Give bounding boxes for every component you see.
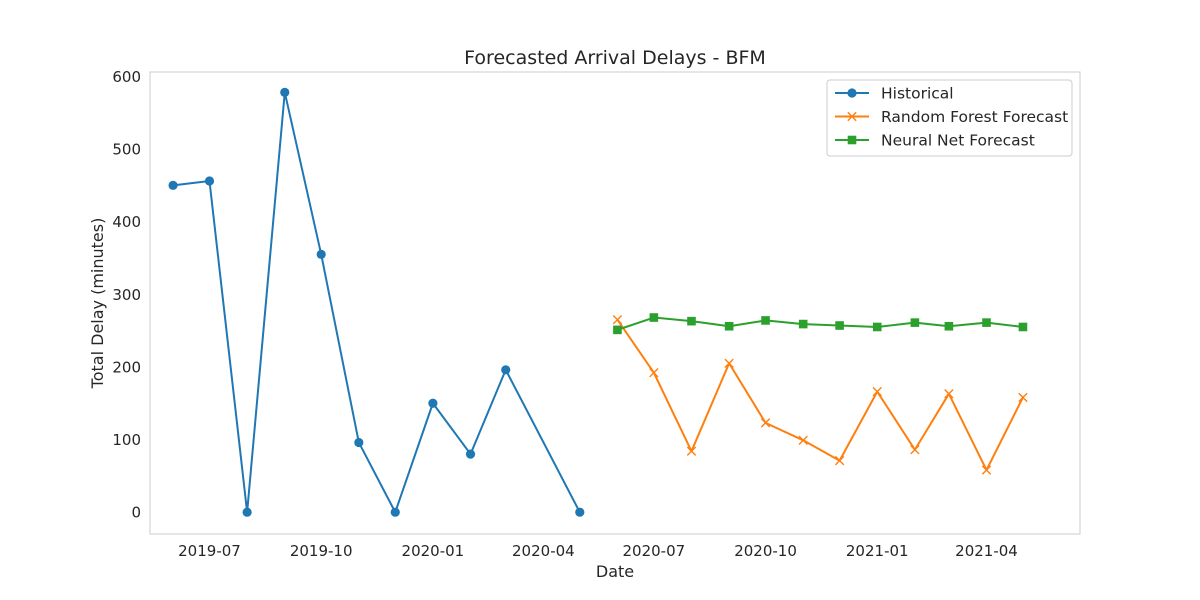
data-point-random-forest-forecast-stroke-b <box>910 445 920 455</box>
x-tick-label: 2021-04 <box>955 542 1018 560</box>
data-point-historical <box>168 180 178 190</box>
x-tick-label: 2019-10 <box>290 542 353 560</box>
y-axis: 0 100 200 300 400 500 600 <box>112 68 141 522</box>
data-point-random-forest-forecast-stroke-b <box>686 446 697 456</box>
y-tick-label: 100 <box>112 431 141 449</box>
data-point-random-forest-forecast <box>1018 392 1028 403</box>
series-random-forest-forecast <box>612 315 1028 475</box>
series-line-neural-net-forecast <box>617 316 1024 331</box>
x-tick-label: 2020-04 <box>512 542 575 560</box>
legend-label: Random Forest Forecast <box>881 108 1068 126</box>
data-point-neural-net-forecast <box>761 316 770 325</box>
series-line-random-forest-forecast <box>616 319 1024 472</box>
data-point-neural-net-forecast <box>835 321 844 330</box>
x-tick-label: 2020-10 <box>734 542 797 560</box>
data-point-historical <box>354 437 364 448</box>
data-point-random-forest-forecast <box>760 418 771 428</box>
data-point-historical <box>242 507 252 517</box>
data-point-historical <box>575 507 585 517</box>
data-point-random-forest-forecast-stroke-b <box>1018 392 1028 403</box>
data-point-random-forest-forecast-stroke-b <box>798 435 808 445</box>
y-tick-label: 500 <box>112 141 141 159</box>
data-point-neural-net-forecast <box>687 316 696 326</box>
data-point-random-forest-forecast <box>649 368 659 378</box>
data-point-random-forest-forecast <box>798 435 808 445</box>
data-point-neural-net-forecast <box>649 313 659 322</box>
series-historical <box>168 87 585 517</box>
legend-label: Neural Net Forecast <box>881 132 1035 150</box>
data-point-neural-net-forecast <box>944 321 954 331</box>
x-tick-label: 2020-01 <box>402 542 465 560</box>
data-point-random-forest-forecast-stroke-b <box>612 315 623 325</box>
y-axis-label: Total Delay (minutes) <box>88 218 107 390</box>
data-point-historical <box>428 398 438 408</box>
data-point-random-forest-forecast <box>834 455 845 466</box>
data-point-historical <box>204 176 215 186</box>
data-point-random-forest-forecast-stroke-b <box>724 358 734 368</box>
series-layer <box>168 87 1028 517</box>
data-point-historical <box>501 365 511 375</box>
y-tick-label: 400 <box>112 213 141 231</box>
data-point-historical <box>465 449 476 459</box>
legend-frame <box>826 79 1073 157</box>
data-point-neural-net-forecast <box>724 321 734 331</box>
y-tick-label: 600 <box>112 68 141 86</box>
data-point-random-forest-forecast-stroke-b <box>872 386 882 397</box>
y-tick-label: 0 <box>131 504 141 522</box>
chart-title: Forecasted Arrival Delays - BFM <box>464 47 766 69</box>
data-point-random-forest-forecast <box>686 446 697 456</box>
data-point-random-forest-forecast-stroke-b <box>834 455 845 466</box>
x-tick-label: 2021-01 <box>846 542 909 560</box>
data-point-neural-net-forecast <box>798 319 808 329</box>
legend-label: Historical <box>881 85 954 103</box>
data-point-random-forest-forecast <box>944 389 954 399</box>
data-point-neural-net-forecast <box>1018 322 1028 332</box>
data-point-historical <box>316 249 326 259</box>
legend: Historical Random Forest Forecast Neural N… <box>826 79 1073 157</box>
y-tick-label: 300 <box>112 286 141 304</box>
data-point-random-forest-forecast-stroke-b <box>649 368 659 378</box>
data-point-random-forest-forecast <box>910 445 920 455</box>
data-point-neural-net-forecast <box>982 318 991 327</box>
legend-marker <box>847 135 857 145</box>
data-point-random-forest-forecast-stroke-b <box>760 418 771 428</box>
legend-marker <box>847 111 857 122</box>
data-point-random-forest-forecast <box>724 358 734 368</box>
x-tick-label: 2019-07 <box>178 542 241 560</box>
data-point-random-forest-forecast-stroke-b <box>944 389 954 399</box>
legend-marker-stroke-b <box>847 111 857 122</box>
data-point-historical <box>280 87 290 97</box>
data-point-random-forest-forecast-stroke-b <box>981 465 992 475</box>
series-neural-net-forecast <box>613 313 1028 335</box>
data-point-neural-net-forecast <box>613 325 622 335</box>
data-point-historical <box>390 507 400 517</box>
data-point-random-forest-forecast <box>612 315 623 325</box>
data-point-random-forest-forecast <box>872 386 882 397</box>
x-axis: 2019-07 2019-10 2020-01 2020-04 2020-07 2020-… <box>178 542 1018 560</box>
legend-marker <box>847 88 857 98</box>
x-tick-label: 2020-07 <box>623 542 686 560</box>
x-axis-label: Date <box>596 562 634 581</box>
legend-items: Historical Random Forest Forecast Neural N… <box>835 85 1068 150</box>
data-point-neural-net-forecast <box>910 318 920 327</box>
data-point-random-forest-forecast <box>981 465 992 475</box>
y-tick-label: 200 <box>112 358 141 376</box>
data-point-neural-net-forecast <box>872 322 882 332</box>
